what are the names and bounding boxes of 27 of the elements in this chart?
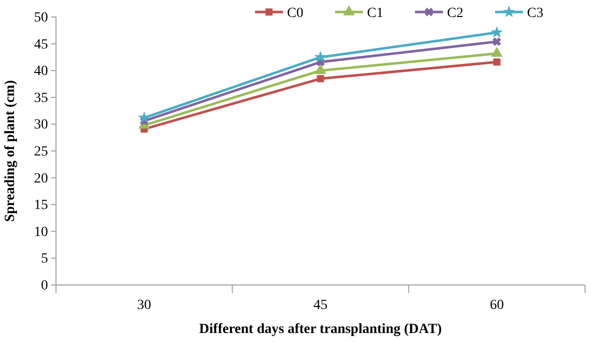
point (314, 64, 326, 74)
y-tick-label: 15 (34, 198, 48, 214)
y-axis-title: Spreading of plant (cm) (3, 80, 18, 222)
y-tick-label: 35 (34, 90, 48, 106)
point (316, 75, 324, 82)
y-tick-label: 50 (34, 10, 48, 26)
point (314, 51, 326, 62)
y-tick-label: 45 (34, 37, 48, 52)
y-tick-label: 10 (34, 224, 48, 240)
y-tick-label: 25 (34, 144, 48, 160)
x-axis-title: Different days after transplanting (DAT) (199, 322, 442, 337)
legend-label: C1 (367, 6, 384, 21)
y-tick-label: 0 (41, 278, 48, 294)
x-tick-label: 60 (490, 298, 504, 313)
point (493, 58, 500, 66)
y-tick-label: 20 (34, 171, 48, 186)
x-tick-label: 45 (314, 298, 328, 313)
point (491, 46, 502, 57)
point (491, 26, 503, 38)
x-tick-label: 30 (137, 298, 152, 313)
legend-label: C0 (287, 6, 304, 21)
y-tick-label: 5 (41, 252, 48, 267)
legend-label: C3 (527, 6, 544, 21)
legend-label: C2 (447, 6, 464, 21)
y-tick-label: 40 (34, 64, 48, 80)
y-tick-label: 30 (34, 118, 48, 133)
point (492, 38, 501, 46)
